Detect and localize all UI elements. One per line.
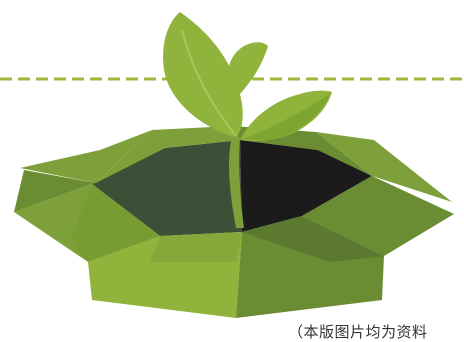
image-caption: （本版图片均为资料 (288, 323, 428, 341)
box-front-center-flap (150, 232, 242, 262)
box-left-flap-upper (20, 130, 152, 183)
box-interior-right (240, 140, 372, 232)
box-back-left-flap (96, 126, 240, 183)
box-left-flap-top (14, 170, 96, 212)
sprout-right-leaf-shade (240, 94, 330, 140)
box-front-left-flap (70, 184, 160, 262)
sprout-left-leaf (163, 12, 243, 138)
box-front-right-flap (242, 216, 384, 262)
sprout-left-leaf-vein (181, 29, 237, 137)
box-interior-left (92, 140, 242, 236)
sprout-small-leaf (228, 42, 268, 98)
sprout-stem (229, 136, 244, 228)
box-right-flap (302, 176, 454, 256)
box-right-flap-top (316, 132, 452, 202)
sprout-right-leaf (240, 90, 332, 142)
